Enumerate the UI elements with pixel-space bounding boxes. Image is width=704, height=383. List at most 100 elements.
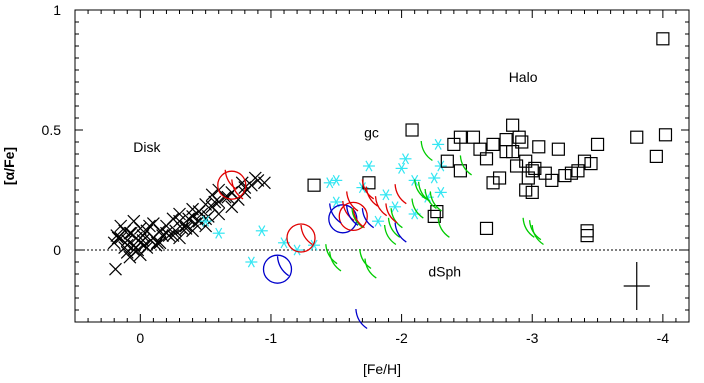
disk-x-marker bbox=[248, 171, 262, 185]
halo-square-marker bbox=[486, 137, 500, 151]
gc-asterisk-marker bbox=[255, 225, 268, 237]
dsph-tripod-marker bbox=[429, 191, 442, 212]
gc-asterisk-marker bbox=[372, 215, 385, 227]
halo-square-marker bbox=[453, 164, 467, 178]
halo-square-marker bbox=[479, 152, 494, 166]
disk-x-marker bbox=[120, 233, 134, 247]
dsph-tripod-marker bbox=[374, 196, 388, 217]
halo-square-marker bbox=[506, 118, 520, 132]
dsph-tripod-marker bbox=[352, 208, 365, 229]
dsph-circle-marker bbox=[217, 170, 247, 200]
dsph-tripod-marker bbox=[394, 222, 407, 243]
gc-asterisk-marker bbox=[395, 162, 408, 174]
y-tick-label: 0 bbox=[53, 242, 61, 258]
dsph-tripod-marker bbox=[531, 224, 544, 246]
halo-square-marker bbox=[551, 142, 565, 156]
disk-x-marker bbox=[175, 221, 189, 235]
halo-square-marker bbox=[630, 130, 644, 144]
halo-square-marker bbox=[658, 128, 673, 142]
dsph-tripod-marker bbox=[224, 169, 237, 190]
disk-x-marker bbox=[221, 190, 235, 204]
disk-x-marker bbox=[143, 219, 156, 233]
axis-ticks bbox=[75, 9, 689, 323]
disk-x-marker bbox=[195, 207, 209, 221]
disk-x-marker bbox=[156, 229, 169, 243]
halo-square-marker bbox=[564, 166, 579, 180]
gc-asterisk-marker bbox=[199, 215, 212, 227]
x-tick-label: 0 bbox=[136, 330, 144, 346]
halo-square-marker bbox=[492, 171, 507, 185]
dsph-tripod-marker bbox=[394, 184, 407, 205]
x-tick-label: -3 bbox=[526, 330, 539, 346]
halo-square-marker bbox=[528, 161, 542, 175]
gc-asterisk-marker bbox=[308, 239, 321, 251]
dsph-tripod-marker bbox=[437, 217, 450, 238]
dsph-tripod-marker bbox=[361, 208, 375, 229]
dsph-tripod-marker bbox=[276, 256, 290, 277]
disk-x-marker bbox=[235, 176, 249, 190]
disk-x-marker bbox=[149, 238, 163, 252]
halo-square-marker bbox=[649, 149, 663, 163]
disk-x-marker bbox=[188, 217, 202, 231]
halo-square-marker bbox=[584, 157, 598, 171]
y-tick-label: 0.5 bbox=[42, 122, 62, 138]
x-axis-label: [Fe/H] bbox=[363, 361, 401, 377]
disk-x-marker bbox=[208, 195, 222, 209]
gc-asterisk-marker bbox=[434, 186, 447, 198]
error-bar bbox=[623, 262, 650, 310]
gc-asterisk-marker bbox=[245, 256, 258, 268]
disk-x-marker bbox=[124, 226, 138, 240]
halo-square-marker bbox=[499, 133, 513, 147]
disk-x-marker bbox=[179, 221, 193, 235]
dsph-tripod-marker bbox=[420, 140, 433, 162]
annotation-label: dSph bbox=[428, 264, 461, 280]
gc-asterisk-marker bbox=[432, 138, 445, 150]
dsph-tripod-marker bbox=[329, 203, 342, 224]
halo-square-marker bbox=[515, 135, 529, 149]
gc-asterisk-marker bbox=[389, 201, 402, 213]
disk-x-marker bbox=[173, 207, 186, 221]
disk-x-marker bbox=[137, 238, 151, 252]
halo-square-marker bbox=[519, 183, 533, 197]
disk-x-marker bbox=[186, 202, 199, 216]
dsph-tripod-marker bbox=[424, 188, 437, 210]
disk-x-marker bbox=[258, 176, 271, 190]
y-axis-label: [α/Fe] bbox=[1, 147, 17, 185]
gc-asterisk-marker bbox=[212, 227, 225, 239]
disk-x-marker bbox=[127, 214, 141, 228]
dsph-tripod-marker bbox=[351, 208, 364, 229]
dsph-tripod-marker bbox=[383, 224, 397, 246]
halo-square-marker bbox=[512, 130, 526, 144]
disk-x-marker bbox=[109, 262, 122, 276]
halo-square-marker bbox=[440, 154, 454, 168]
halo-square-marker bbox=[580, 224, 594, 238]
disk-x-marker bbox=[173, 231, 186, 245]
dsph-circle-marker bbox=[262, 254, 293, 284]
disk-x-marker bbox=[123, 226, 137, 240]
halo-square-marker bbox=[479, 221, 494, 235]
disk-x-marker bbox=[131, 243, 145, 257]
dsph-tripod-marker bbox=[346, 191, 359, 212]
disk-x-marker bbox=[179, 219, 193, 233]
x-tick-label: -2 bbox=[395, 330, 408, 346]
dsph-tripod-marker bbox=[342, 200, 355, 222]
halo-square-marker bbox=[545, 173, 559, 187]
dsph-tripod-marker bbox=[365, 186, 378, 207]
disk-x-marker bbox=[153, 236, 167, 250]
dsph-tripod-marker bbox=[346, 205, 359, 226]
disk-x-marker bbox=[114, 219, 128, 233]
y-tick-label: 1 bbox=[53, 2, 61, 18]
halo-square-marker bbox=[427, 209, 441, 223]
gc-asterisk-marker bbox=[362, 160, 375, 172]
halo-square-marker bbox=[590, 137, 605, 151]
dsph-tripod-marker bbox=[300, 224, 313, 246]
dsph-tripod-marker bbox=[459, 155, 472, 176]
gc-asterisk-marker bbox=[323, 177, 336, 189]
dsph-tripod-marker bbox=[355, 308, 368, 330]
annotation-label: Disk bbox=[133, 139, 161, 155]
halo-square-marker bbox=[532, 140, 546, 154]
halo-square-marker bbox=[466, 130, 481, 144]
disk-x-marker bbox=[199, 219, 213, 233]
gc-asterisk-marker bbox=[428, 172, 441, 184]
